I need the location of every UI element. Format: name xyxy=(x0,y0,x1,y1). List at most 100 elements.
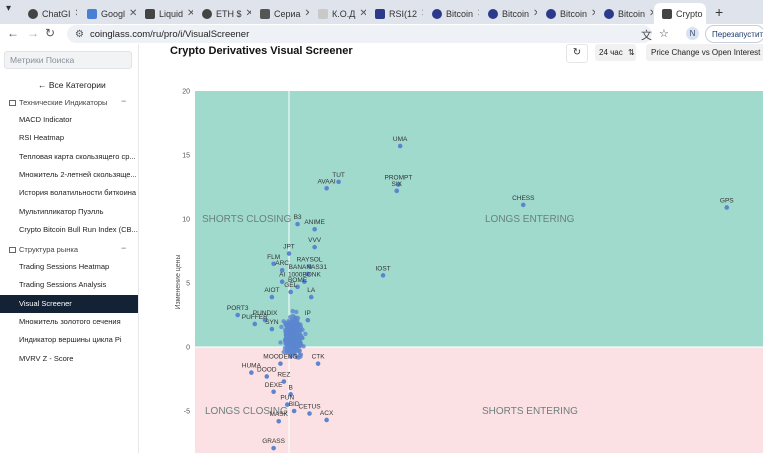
browser-tab[interactable]: Bitcoin✕ xyxy=(538,3,595,24)
profile-avatar[interactable]: N xyxy=(686,27,699,40)
chevron-updown-icon: ⇅ xyxy=(627,48,635,57)
close-tab-icon[interactable]: ✕ xyxy=(359,8,366,19)
bookmark-star-icon[interactable]: ☆ xyxy=(659,28,669,40)
mode-select[interactable]: Price Change vs Open Interest Ch xyxy=(646,44,763,61)
cluster-point xyxy=(283,341,288,346)
close-tab-icon[interactable]: ✕ xyxy=(75,8,77,19)
collapse-icon[interactable]: − xyxy=(121,243,127,253)
metrics-search-input[interactable]: Метрики Поиска xyxy=(4,51,132,69)
point-label: AVAAI xyxy=(318,178,336,185)
scatter-point xyxy=(288,392,294,397)
browser-tab[interactable]: ChatGI ✕ xyxy=(20,3,77,24)
scatter-point xyxy=(295,284,300,290)
translate-icon[interactable]: 文 xyxy=(641,30,652,42)
address-bar[interactable]: ⚙ coinglass.com/ru/pro/i/VisualScreener xyxy=(67,25,652,43)
reload-icon[interactable]: ↻ xyxy=(45,26,56,40)
tab-title: Liquid xyxy=(159,8,184,19)
back-icon[interactable]: ← xyxy=(7,26,19,40)
point-label: ACX xyxy=(320,410,334,417)
sidebar-item[interactable]: Мультипликатор Пуэлль xyxy=(19,206,104,216)
close-tab-icon[interactable]: ✕ xyxy=(591,8,595,19)
point-label: 1000BONK xyxy=(288,272,322,279)
scatter-point xyxy=(295,221,300,227)
scatter-point xyxy=(284,402,290,407)
forward-icon[interactable]: → xyxy=(27,26,39,40)
sidebar-item[interactable]: История волатильности биткоина xyxy=(19,188,137,198)
sidebar-item[interactable]: Trading Sessions Heatmap xyxy=(19,262,110,271)
sidebar-item[interactable]: Crypto Bitcoin Bull Run Index (CB... xyxy=(19,224,138,234)
cluster-point xyxy=(279,324,284,330)
close-tab-icon[interactable]: ✕ xyxy=(649,8,653,19)
cluster-point xyxy=(301,344,306,349)
tab-title: ChatGI xyxy=(42,8,71,19)
scatter-point xyxy=(279,267,285,273)
browser-tab[interactable]: Сериа ✕ xyxy=(252,3,309,24)
point-label: PROMPT xyxy=(385,174,413,181)
browser-tab[interactable]: Crypto✕ xyxy=(654,3,706,24)
close-tab-icon[interactable]: ✕ xyxy=(129,8,136,19)
browser-tab[interactable]: Liquid ✕ xyxy=(137,3,193,24)
refresh-button[interactable]: ↻ xyxy=(566,44,588,63)
arrow-left-icon: ← xyxy=(38,80,47,90)
scatter-point xyxy=(235,312,240,318)
scatter-point xyxy=(279,279,285,285)
tab-list-icon[interactable]: ▾ xyxy=(6,3,12,14)
y-tick-label: -5 xyxy=(184,409,190,416)
browser-tab[interactable]: ETH $ ✕ xyxy=(194,3,251,24)
sidebar-item[interactable]: MVRV Z - Score xyxy=(19,353,74,363)
scatter-chart: 20 15 10 5 0 -5 Изменение цены SHORTS CLOSING LO… xyxy=(175,89,763,453)
sidebar-item[interactable]: Тепловая карта скользящего ср... xyxy=(19,151,136,161)
y-tick-label: 10 xyxy=(182,217,190,224)
sidebar-item[interactable]: Trading Sessions Analysis xyxy=(19,280,107,290)
bitcoin-icon xyxy=(604,8,614,19)
scatter-point xyxy=(396,182,401,187)
close-tab-icon[interactable]: ✕ xyxy=(477,8,479,19)
tab-title: Crypto xyxy=(676,8,703,19)
close-tab-icon[interactable]: ✕ xyxy=(304,8,309,19)
cluster-point xyxy=(283,329,288,335)
period-select[interactable]: 24 час ⇅ xyxy=(595,44,636,61)
tab-title: Bitcoin xyxy=(502,8,530,19)
scatter-point xyxy=(249,370,254,375)
bitcoin-icon xyxy=(432,8,442,19)
sidebar-item[interactable]: Индикатор вершины цикла Pi xyxy=(19,335,122,345)
coinglass-icon xyxy=(145,8,155,19)
point-label: SYN xyxy=(265,319,279,326)
point-label: AIOT xyxy=(264,287,279,294)
tab-title: ETH $ xyxy=(216,8,242,19)
section-technical-indicators[interactable]: Технические Индикаторы xyxy=(9,98,107,107)
point-label: GRASS xyxy=(262,438,285,445)
sidebar-item[interactable]: Множитель 2-летней скользяще... xyxy=(19,169,137,179)
point-label: PORT3 xyxy=(227,305,249,312)
new-tab-icon[interactable]: + xyxy=(715,4,724,20)
browser-tab[interactable]: Bitcoin✕ xyxy=(596,3,653,24)
close-tab-icon[interactable]: ✕ xyxy=(245,8,251,19)
site-settings-icon[interactable]: ⚙ xyxy=(75,28,84,40)
browser-tab[interactable]: Bitcoin✕ xyxy=(480,3,537,24)
section-market-structure[interactable]: Структура рынка xyxy=(9,245,78,254)
sidebar-item[interactable]: RSI Heatmap xyxy=(19,133,65,143)
collapse-icon[interactable]: − xyxy=(121,96,127,106)
browser-tab[interactable]: Googl ✕ xyxy=(79,3,136,24)
sidebar-item[interactable]: Visual Screener xyxy=(0,294,138,313)
sidebar-item[interactable]: MACD Indicator xyxy=(19,115,72,124)
sidebar-item[interactable]: Множитель золотого сечения xyxy=(19,316,121,326)
scatter-point xyxy=(520,202,526,208)
tab-title: Bitcoin xyxy=(618,8,646,19)
all-categories-link[interactable]: ← Все Категории xyxy=(38,80,106,90)
point-label: UMA xyxy=(393,136,408,143)
browser-tab[interactable]: К.О.Д ✕ xyxy=(310,3,366,24)
close-tab-icon[interactable]: ✕ xyxy=(533,8,537,19)
browser-tab[interactable]: Bitcoin✕ xyxy=(424,3,479,24)
point-label: PUFFER xyxy=(242,314,268,321)
close-tab-icon[interactable]: ✕ xyxy=(187,8,193,19)
cluster-point xyxy=(285,333,290,338)
point-label: TUT xyxy=(332,172,345,179)
browser-tab[interactable]: RSI(12✕ xyxy=(367,3,423,24)
relaunch-button[interactable]: Перезапустить, ч xyxy=(705,25,763,43)
point-label: B xyxy=(289,384,293,391)
cluster-point xyxy=(295,315,301,321)
close-tab-icon[interactable]: ✕ xyxy=(421,8,423,19)
address-bar-text: coinglass.com/ru/pro/i/VisualScreener xyxy=(89,28,250,40)
cluster-point xyxy=(289,321,294,327)
